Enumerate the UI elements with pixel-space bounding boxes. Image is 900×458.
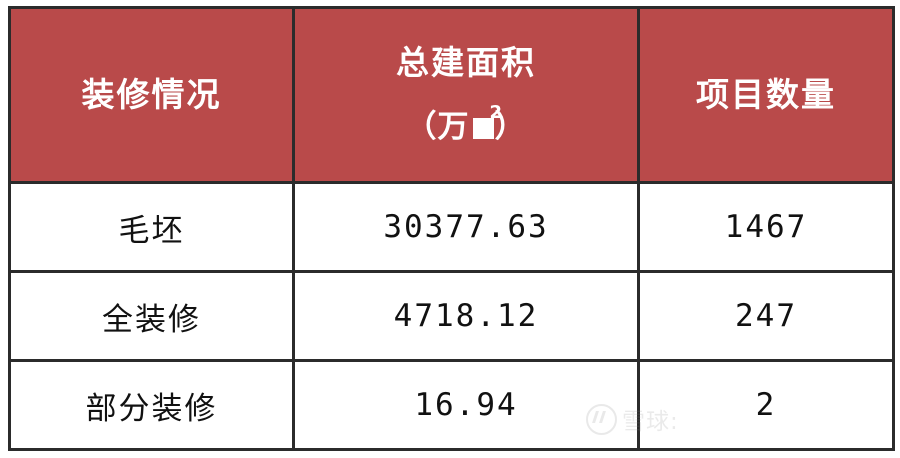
cell-project-count: 2: [637, 359, 895, 451]
table-container: 装修情况 总建面积 （万 2） 项目数量 毛坯 303: [8, 6, 895, 451]
m2-tofu-glyph-icon: 2: [472, 104, 502, 140]
unit-close-paren: ）: [494, 109, 527, 146]
table-header-row: 装修情况 总建面积 （万 2） 项目数量: [8, 6, 895, 184]
cell-project-count: 1467: [637, 181, 895, 273]
column-header-decoration-status: 装修情况: [8, 6, 295, 184]
unit-superscript-two: 2: [489, 102, 504, 124]
table-header: 装修情况 总建面积 （万 2） 项目数量: [8, 6, 895, 184]
column-header-project-count: 项目数量: [637, 6, 895, 184]
unit-open-paren: （万: [405, 109, 470, 146]
cell-total-floor-area: 30377.63: [292, 181, 640, 273]
decoration-status-table: 装修情况 总建面积 （万 2） 项目数量 毛坯 303: [8, 6, 895, 451]
column-header-total-floor-area: 总建面积 （万 2）: [292, 6, 640, 184]
cell-total-floor-area: 16.94: [292, 359, 640, 451]
cell-decoration-status: 全装修: [8, 270, 295, 362]
column-header-decoration-status-label: 装修情况: [81, 74, 222, 114]
table-row: 全装修 4718.12 247: [8, 270, 895, 362]
cell-decoration-status: 部分装修: [8, 359, 295, 451]
column-header-total-floor-area-unit: （万 2）: [295, 104, 637, 146]
table-body: 毛坯 30377.63 1467 全装修 4718.12 247 部分装修 16…: [8, 181, 895, 451]
column-header-total-floor-area-label: 总建面积: [396, 43, 536, 83]
table-row: 毛坯 30377.63 1467: [8, 181, 895, 273]
table-row: 部分装修 16.94 2: [8, 359, 895, 451]
cell-project-count: 247: [637, 270, 895, 362]
cell-total-floor-area: 4718.12: [292, 270, 640, 362]
column-header-project-count-label: 项目数量: [696, 74, 836, 114]
cell-decoration-status: 毛坯: [8, 181, 295, 273]
